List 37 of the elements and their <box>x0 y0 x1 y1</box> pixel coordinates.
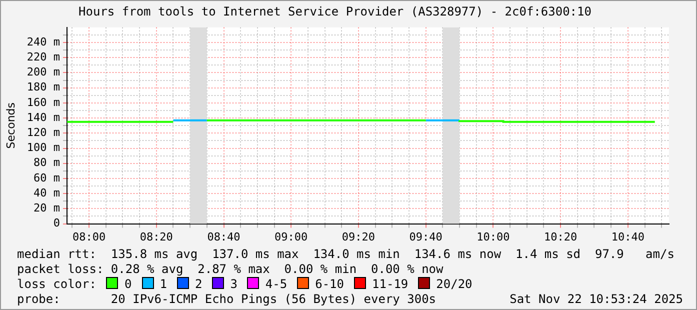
legend-label: 2 <box>194 277 202 291</box>
legend-label: 0 <box>124 277 132 291</box>
y-tick-label: 120 m <box>26 126 60 140</box>
y-tick-label: 20 m <box>34 202 60 215</box>
text: Sat Nov 22 10:53:24 2025 <box>510 292 683 307</box>
legend-label: 1 <box>160 277 167 291</box>
x-tick-label: 09:00 <box>274 230 308 244</box>
y-tick-label: 140 m <box>26 110 60 124</box>
x-tick-label: 09:20 <box>342 230 376 244</box>
y-tick-label: 40 m <box>34 186 60 200</box>
y-tick-label: 200 m <box>26 66 60 79</box>
x-tick-label: 08:40 <box>207 230 240 244</box>
x-tick-label: 09:40 <box>409 230 442 244</box>
x-tick-label: 10:40 <box>611 230 644 244</box>
text: packet loss: 0.28 % avg 2.87 % max 0.00 % min 0.00 % now <box>17 262 444 277</box>
y-tick-label: 160 m <box>26 96 60 109</box>
legend-label: 11-19 <box>372 277 408 291</box>
chart-title: Hours from tools to Internet Service Provider (AS328977) - 2c0f:6300:10 <box>78 4 592 18</box>
x-tick-label: 10:00 <box>476 230 510 244</box>
text: median rtt: 135.8 ms avg 137.0 ms max 134.0 ms min 134.6 ms now 1.4 ms sd 97.9 am/s <box>17 247 676 262</box>
x-tick-label: 08:20 <box>140 230 173 244</box>
y-tick-label: 80 m <box>34 156 60 170</box>
y-axis-title: Seconds <box>4 102 18 149</box>
legend-label: 3 <box>230 277 238 291</box>
x-tick-label: 08:00 <box>72 230 106 244</box>
x-tick-label: 10:20 <box>544 230 578 244</box>
legend-label: 4-5 <box>265 277 288 291</box>
y-tick-label: 60 m <box>34 171 60 184</box>
y-tick-label: 0 <box>53 216 60 230</box>
legend-label: 6-10 <box>315 277 344 291</box>
y-tick-label: 180 m <box>26 80 60 94</box>
y-tick-label: 220 m <box>26 50 60 64</box>
text: probe: 20 IPv6-ICMP Echo Pings (56 Bytes) every 300s <box>17 292 436 306</box>
y-tick-label: 100 m <box>26 141 60 154</box>
legend-label: 20/20 <box>436 277 472 291</box>
legend-title: loss color: <box>17 277 96 291</box>
y-tick-label: 240 m <box>26 35 60 48</box>
